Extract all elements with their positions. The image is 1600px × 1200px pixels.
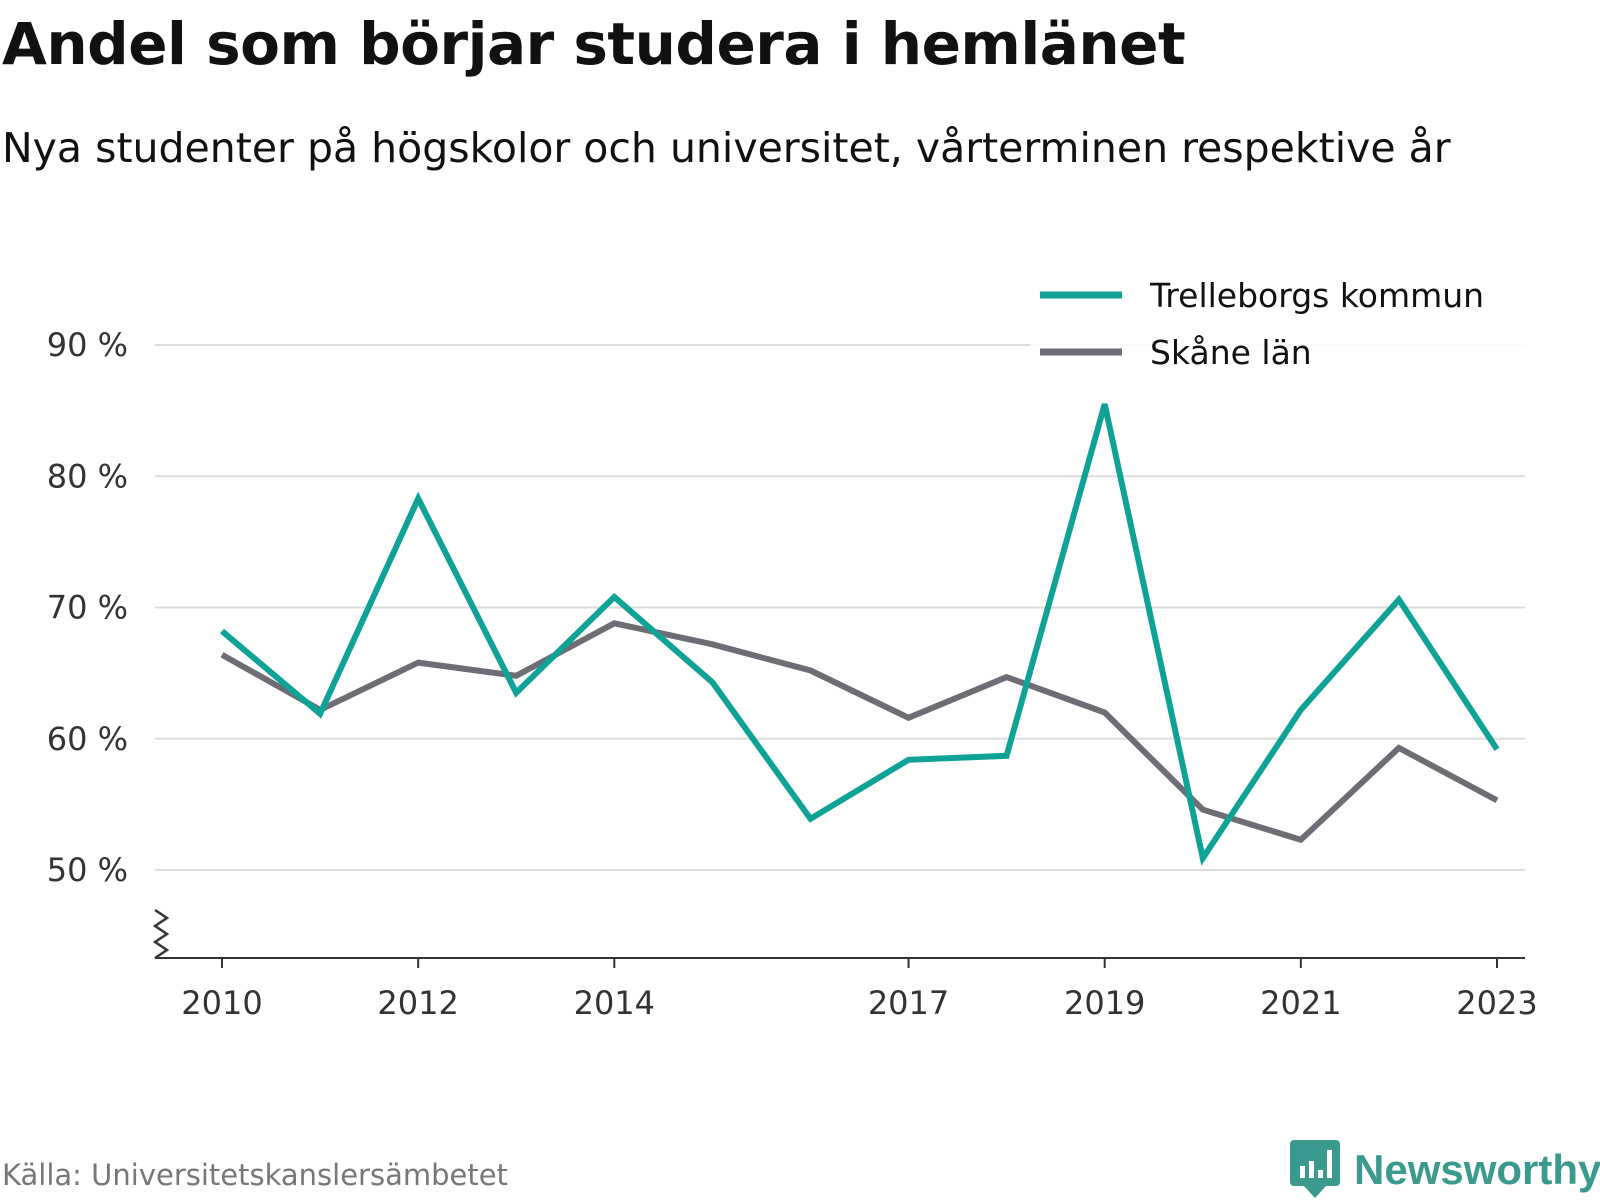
x-axis-ticks: 2010 2012 2014 2017 2019 2021 2023 xyxy=(181,958,1538,1022)
x-tick-label: 2012 xyxy=(377,984,458,1022)
chart-subtitle: Nya studenter på högskolor och universit… xyxy=(2,124,1451,172)
x-tick-label: 2019 xyxy=(1064,984,1145,1022)
legend: Trelleborgs kommun Skåne län xyxy=(1030,268,1540,376)
y-tick-label: 80 % xyxy=(47,457,128,495)
gridlines xyxy=(155,344,1525,871)
series-lines xyxy=(220,403,1500,866)
brand-logo: Newsworthy xyxy=(1290,1140,1600,1200)
axis-break-icon xyxy=(152,908,170,960)
newsworthy-logo-icon xyxy=(1290,1140,1340,1198)
y-tick-label: 50 % xyxy=(47,851,128,889)
x-tick-label: 2021 xyxy=(1260,984,1341,1022)
legend-background xyxy=(1030,268,1540,376)
x-tick-label: 2017 xyxy=(868,984,949,1022)
x-tick-label: 2014 xyxy=(574,984,655,1022)
series-line-trelleborg xyxy=(220,403,1500,866)
line-chart: 50 %60 %70 %80 %90 % 2010 2012 2014 2017 201… xyxy=(46,268,1540,1022)
y-axis-ticks: 50 % 60 % 70 % 80 % 90 % xyxy=(47,326,128,889)
x-axis xyxy=(152,908,1525,960)
series-line-skane xyxy=(220,620,1499,844)
x-tick-label: 2010 xyxy=(181,984,262,1022)
brand-name: Newsworthy xyxy=(1354,1146,1600,1193)
source-note: Källa: Universitetskanslersämbetet xyxy=(2,1158,508,1192)
legend-label: Trelleborgs kommun xyxy=(1149,276,1484,315)
chart-title: Andel som börjar studera i hemlänet xyxy=(2,10,1186,78)
legend-label: Skåne län xyxy=(1150,333,1312,372)
x-tick-label: 2023 xyxy=(1456,984,1537,1022)
y-tick-label: 60 % xyxy=(47,720,128,758)
y-tick-label: 70 % xyxy=(47,589,128,627)
y-tick-label: 90 % xyxy=(47,326,128,364)
